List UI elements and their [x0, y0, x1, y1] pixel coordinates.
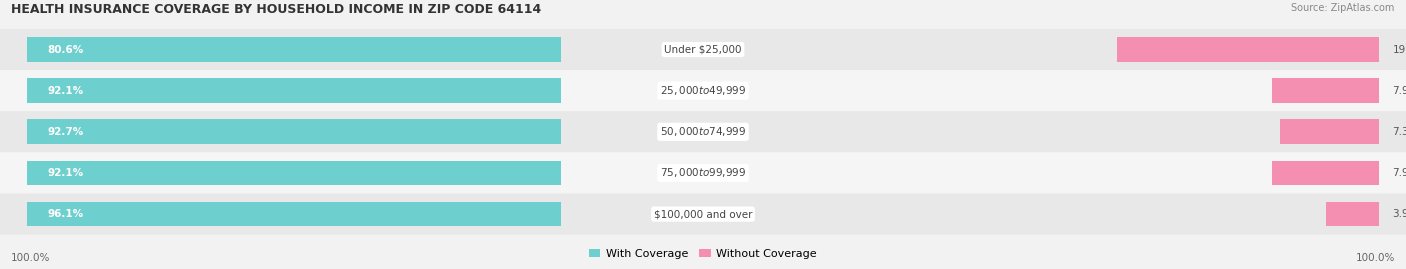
Text: 3.9%: 3.9%: [1392, 209, 1406, 219]
Bar: [1272, 78, 1379, 103]
FancyBboxPatch shape: [0, 111, 1406, 152]
Text: 19.4%: 19.4%: [1392, 45, 1406, 55]
Text: 100.0%: 100.0%: [11, 253, 51, 263]
FancyBboxPatch shape: [0, 70, 1406, 111]
Text: 96.1%: 96.1%: [48, 209, 83, 219]
Bar: [27, 37, 561, 62]
Bar: [1272, 161, 1379, 185]
Bar: [27, 78, 561, 103]
Text: 100.0%: 100.0%: [1355, 253, 1395, 263]
Bar: [1281, 119, 1379, 144]
Bar: [27, 161, 561, 185]
Text: $50,000 to $74,999: $50,000 to $74,999: [659, 125, 747, 138]
Text: HEALTH INSURANCE COVERAGE BY HOUSEHOLD INCOME IN ZIP CODE 64114: HEALTH INSURANCE COVERAGE BY HOUSEHOLD I…: [11, 3, 541, 16]
Text: 92.1%: 92.1%: [48, 86, 83, 96]
Text: 7.9%: 7.9%: [1392, 86, 1406, 96]
Text: $25,000 to $49,999: $25,000 to $49,999: [659, 84, 747, 97]
FancyBboxPatch shape: [0, 152, 1406, 193]
Bar: [27, 119, 561, 144]
Text: $75,000 to $99,999: $75,000 to $99,999: [659, 167, 747, 179]
Text: 92.1%: 92.1%: [48, 168, 83, 178]
Text: 7.3%: 7.3%: [1392, 127, 1406, 137]
Bar: [1116, 37, 1379, 62]
FancyBboxPatch shape: [0, 193, 1406, 235]
Text: 92.7%: 92.7%: [48, 127, 83, 137]
Text: 80.6%: 80.6%: [48, 45, 83, 55]
Text: $100,000 and over: $100,000 and over: [654, 209, 752, 219]
Legend: With Coverage, Without Coverage: With Coverage, Without Coverage: [585, 245, 821, 263]
Bar: [27, 202, 561, 226]
FancyBboxPatch shape: [0, 29, 1406, 70]
Text: 7.9%: 7.9%: [1392, 168, 1406, 178]
Text: Source: ZipAtlas.com: Source: ZipAtlas.com: [1291, 3, 1395, 13]
Text: Under $25,000: Under $25,000: [664, 45, 742, 55]
Bar: [1326, 202, 1379, 226]
